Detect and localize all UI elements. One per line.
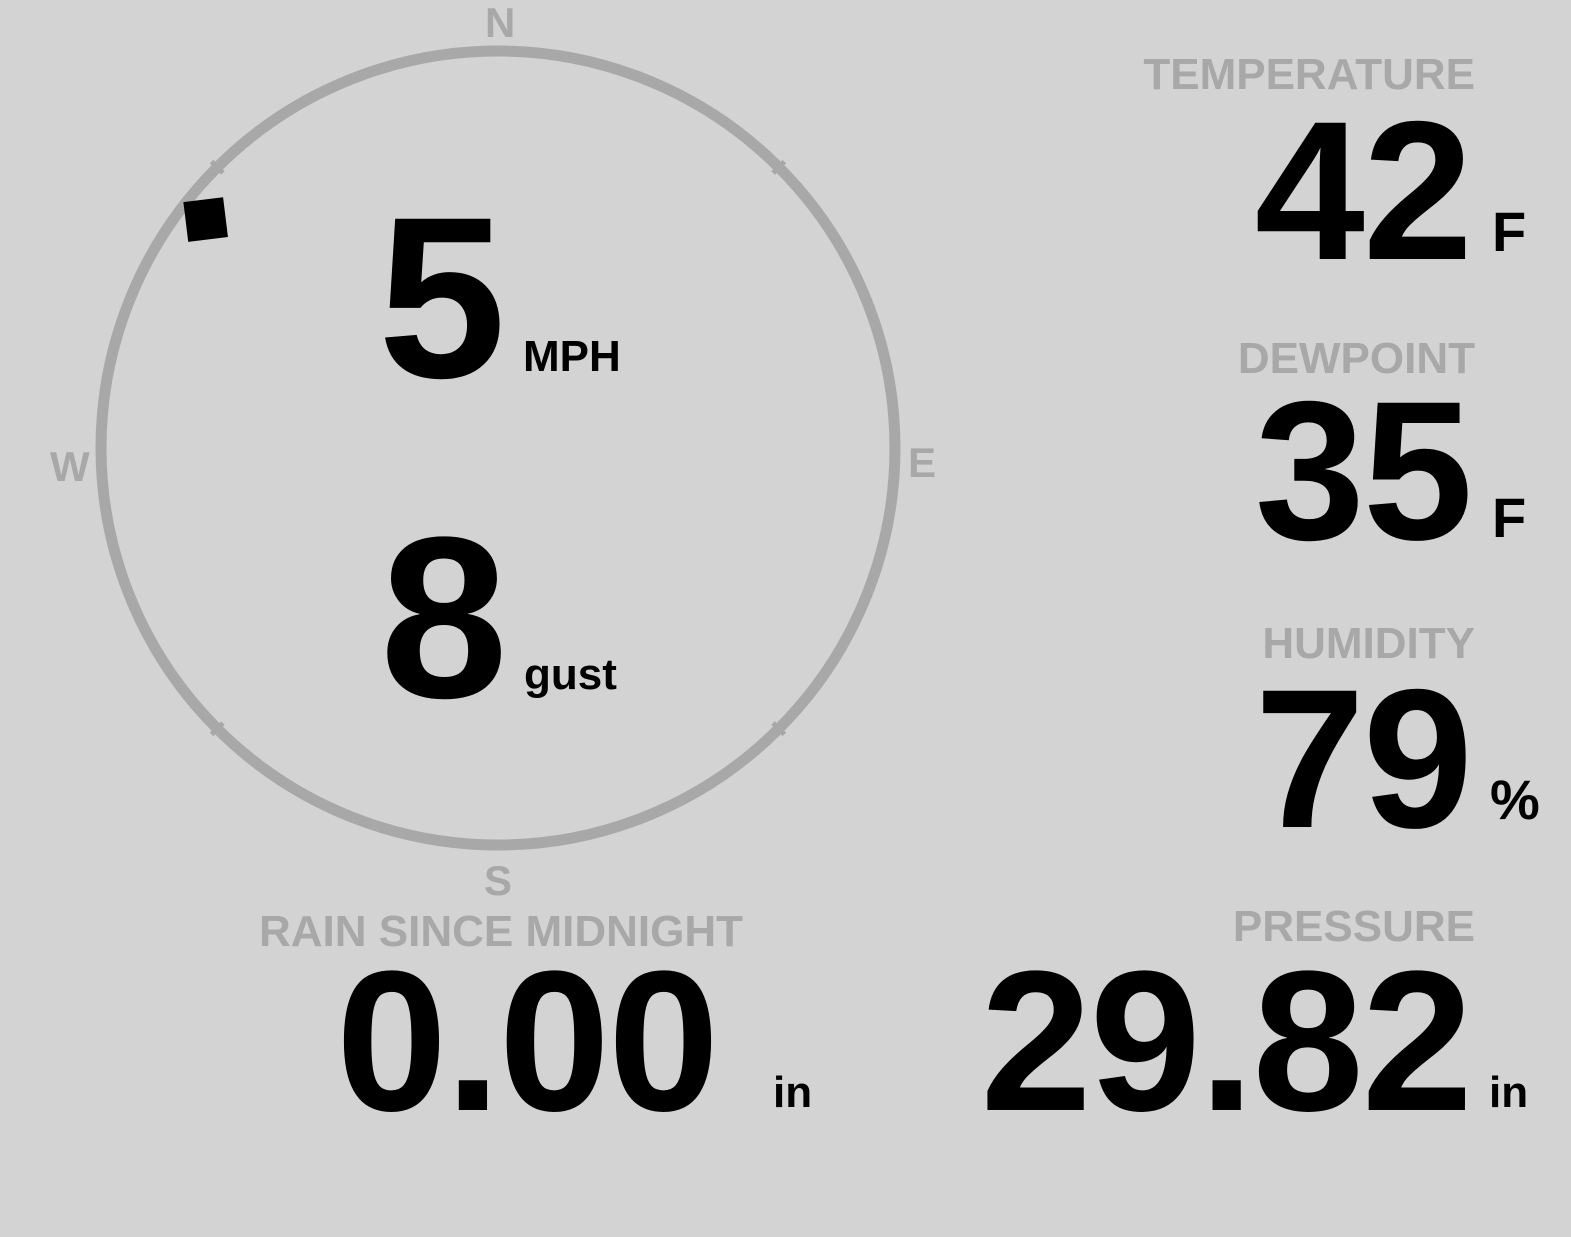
compass-tick	[771, 159, 787, 175]
compass-tick	[209, 159, 225, 175]
rain-label: RAIN SINCE MIDNIGHT	[259, 907, 743, 956]
wind-gust-value: 8	[380, 489, 508, 746]
compass-tick	[771, 721, 787, 737]
pressure-unit: in	[1489, 1068, 1529, 1117]
pressure-value: 29.82	[980, 930, 1473, 1153]
compass-south-label: S	[484, 857, 513, 904]
compass-tick	[209, 721, 225, 737]
temperature-label: TEMPERATURE	[1143, 50, 1475, 99]
humidity-unit: %	[1490, 768, 1540, 831]
compass-north-label: N	[485, 0, 516, 46]
pressure-label: PRESSURE	[1232, 902, 1475, 951]
temperature-value: 42	[1254, 80, 1473, 301]
wind-direction-marker	[183, 197, 228, 242]
compass-ring	[95, 45, 901, 851]
wind-compass	[95, 45, 901, 851]
humidity-label: HUMIDITY	[1262, 619, 1475, 668]
dewpoint-value: 35	[1254, 360, 1473, 581]
rain-unit: in	[773, 1068, 813, 1117]
humidity-value: 79	[1254, 648, 1473, 869]
wind-speed-value: 5	[378, 169, 506, 426]
rain-value: 0.00	[336, 930, 719, 1153]
wind-speed-unit: MPH	[523, 332, 621, 381]
temperature-unit: F	[1492, 200, 1527, 263]
wind-gust-unit: gust	[524, 650, 617, 699]
dewpoint-label: DEWPOINT	[1237, 334, 1475, 383]
compass-west-label: W	[50, 443, 90, 490]
compass-east-label: E	[908, 439, 937, 486]
dewpoint-unit: F	[1492, 486, 1527, 549]
